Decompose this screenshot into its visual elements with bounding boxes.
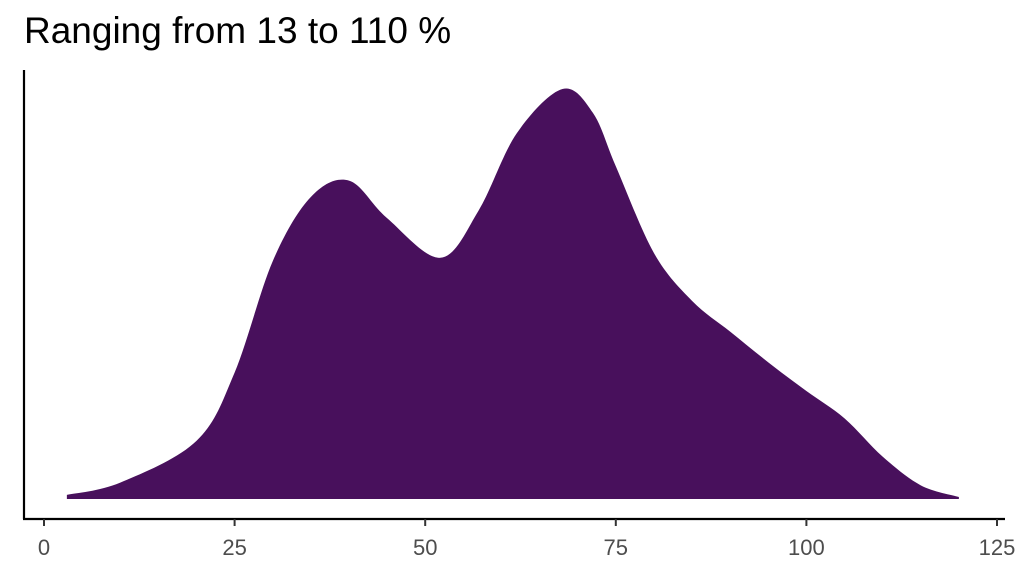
x-tick-label: 0 [38,535,50,560]
x-tick-label: 125 [979,535,1016,560]
x-tick-label: 25 [222,535,246,560]
x-tick-label: 50 [413,535,437,560]
x-tick-label: 75 [604,535,628,560]
density-area [66,88,959,499]
chart-title: Ranging from 13 to 110 % [24,10,452,51]
x-tick-label: 100 [788,535,825,560]
